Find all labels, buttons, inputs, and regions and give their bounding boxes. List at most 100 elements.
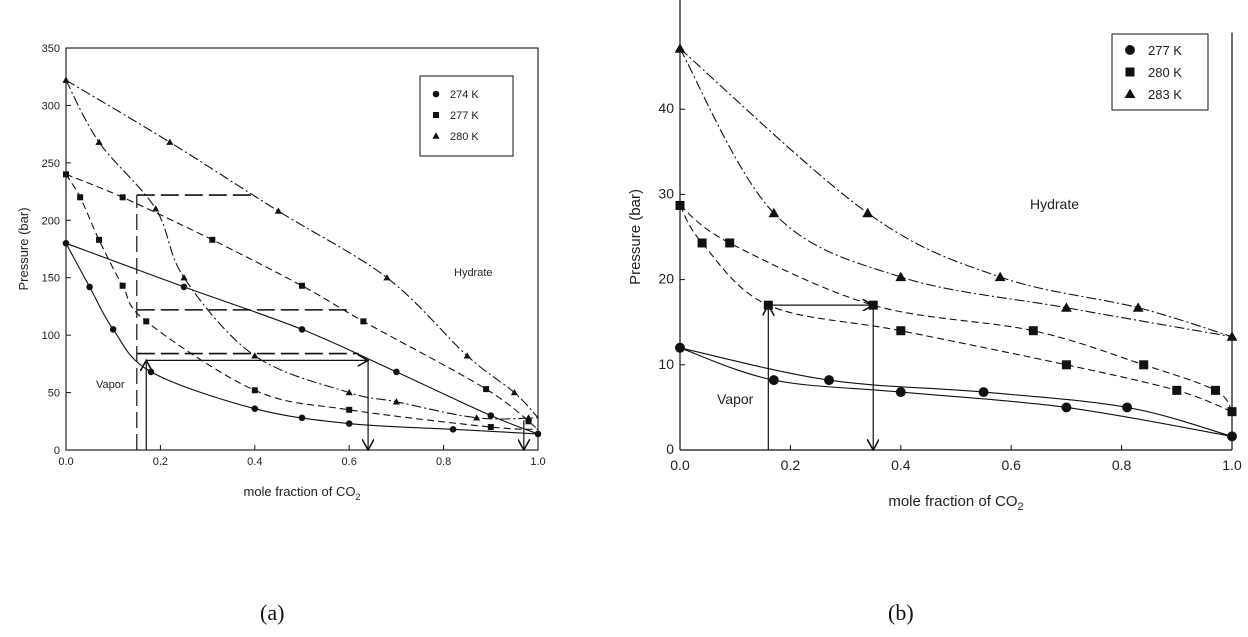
- data-point: [674, 43, 686, 53]
- data-point: [209, 236, 216, 243]
- data-point: [180, 283, 188, 291]
- y-tick-label: 0: [666, 441, 674, 457]
- y-axis-label: Pressure (bar): [16, 207, 31, 290]
- data-point: [62, 239, 70, 247]
- data-point: [1227, 407, 1237, 417]
- y-tick-label: 40: [658, 100, 674, 116]
- data-point: [483, 386, 490, 393]
- data-point: [77, 194, 84, 201]
- data-point: [1210, 385, 1220, 395]
- data-point: [896, 326, 906, 336]
- y-axis-label: Pressure (bar): [627, 189, 644, 285]
- chart-a-axes: 0 50 100 150 200 250 300 350 0.0 0.2 0.4 0.6 0.8 1.0: [42, 43, 546, 468]
- legend-label: 274 K: [450, 89, 479, 101]
- data-point: [824, 375, 834, 386]
- series-line-1-upper: [679, 205, 1233, 413]
- data-point: [251, 387, 258, 394]
- data-point: [383, 274, 391, 281]
- data-point: [345, 420, 353, 427]
- series-line-1-lower: [679, 205, 1233, 413]
- y-tick-label: 200: [42, 215, 60, 227]
- chart-b-axes: 0 10 20 30 40 0.0 0.2 0.4 0.6 0.8 1.0: [658, 0, 1242, 473]
- x-tick-label: 0.0: [58, 456, 73, 468]
- x-tick-label: 0.8: [436, 456, 451, 468]
- chart-b-labels: Pressure (bar) mole fraction of CO2 Hydrat…: [627, 189, 1079, 513]
- y-tick-label: 20: [658, 271, 674, 287]
- legend-label: 277 K: [1148, 43, 1182, 58]
- region-label-vapor: Vapor: [96, 379, 125, 391]
- x-tick-label: 0.2: [781, 457, 801, 473]
- chart-b-tie-lines: [768, 32, 1233, 450]
- y-tick-label: 30: [658, 185, 674, 201]
- data-point: [697, 238, 707, 248]
- data-point: [62, 76, 70, 83]
- data-point: [152, 205, 160, 212]
- data-point: [96, 236, 103, 243]
- y-tick-label: 300: [42, 100, 60, 112]
- chart-panel-b: 0 10 20 30 40 0.0 0.2 0.4 0.6 0.8 1.0 277 K 280 K 28…: [627, 0, 1242, 513]
- data-point: [768, 207, 780, 218]
- data-point: [994, 271, 1006, 282]
- data-point: [1132, 302, 1144, 312]
- data-point: [675, 200, 685, 210]
- data-point: [524, 414, 533, 421]
- caption-b: (b): [888, 600, 914, 625]
- y-tick-label: 250: [42, 158, 60, 170]
- x-tick-label: 0.8: [1112, 457, 1132, 473]
- chart-a-tie-lines: [136, 194, 524, 450]
- data-point: [534, 430, 542, 438]
- data-point: [763, 300, 773, 310]
- data-point: [147, 368, 155, 376]
- data-point: [895, 387, 906, 398]
- data-point: [1028, 326, 1038, 336]
- data-point: [1172, 385, 1182, 395]
- x-axis-label: mole fraction of CO2: [888, 493, 1023, 513]
- data-point: [345, 388, 353, 396]
- data-point: [487, 424, 494, 431]
- y-tick-label: 350: [42, 43, 60, 55]
- data-point: [63, 171, 69, 178]
- region-label-vapor: Vapor: [717, 391, 754, 407]
- chart-a-points: [62, 76, 542, 438]
- data-point: [346, 406, 353, 413]
- chart-b-points: [674, 43, 1238, 442]
- x-tick-label: 0.0: [670, 457, 690, 473]
- data-point: [180, 274, 188, 281]
- chart-a-labels: Pressure (bar) mole fraction of CO2 Hydrat…: [16, 207, 493, 502]
- data-point: [1226, 331, 1238, 341]
- data-point: [473, 414, 481, 421]
- data-point: [143, 318, 150, 325]
- legend-marker: [433, 112, 439, 118]
- plot-frame: [65, 47, 539, 451]
- legend-marker: [1125, 67, 1135, 77]
- x-tick-label: 1.0: [530, 456, 545, 468]
- data-point: [109, 326, 117, 333]
- x-axis-label: mole fraction of CO2: [243, 484, 360, 502]
- data-point: [978, 387, 989, 398]
- data-point: [166, 138, 174, 145]
- data-point: [487, 412, 495, 419]
- legend-label: 277 K: [450, 110, 479, 122]
- data-point: [251, 405, 259, 412]
- data-point: [1122, 402, 1133, 413]
- x-tick-label: 0.6: [1001, 457, 1021, 473]
- data-point: [768, 375, 779, 386]
- data-point: [392, 398, 400, 405]
- legend-label: 280 K: [450, 131, 479, 143]
- caption-a: (a): [260, 600, 285, 625]
- data-point: [868, 300, 878, 310]
- data-point: [675, 342, 685, 353]
- data-point: [449, 426, 457, 433]
- data-point: [525, 418, 532, 425]
- data-point: [463, 352, 471, 359]
- data-point: [274, 207, 282, 214]
- region-label-hydrate: Hydrate: [1030, 196, 1079, 212]
- data-point: [1061, 402, 1072, 413]
- legend-marker: [1125, 45, 1135, 55]
- data-point: [119, 282, 126, 289]
- data-point: [1061, 302, 1072, 312]
- data-point: [1139, 360, 1149, 370]
- y-tick-label: 0: [54, 445, 60, 457]
- data-point: [895, 271, 907, 282]
